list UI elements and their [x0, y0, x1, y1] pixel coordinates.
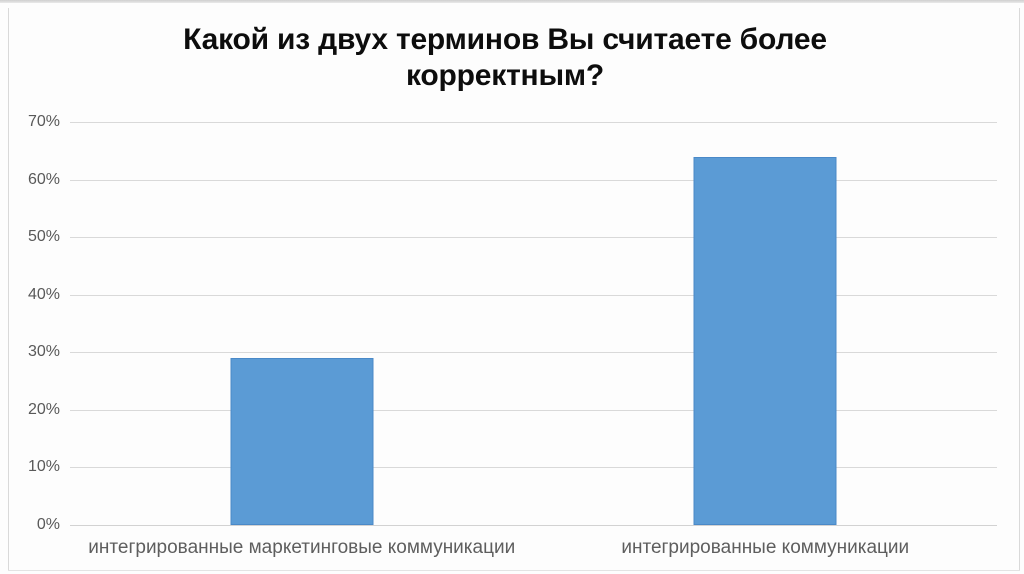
plot-area: [70, 122, 998, 526]
y-tick-label: 40%: [27, 285, 60, 303]
y-tick-label: 10%: [27, 458, 60, 476]
y-tick-label: 70%: [27, 113, 60, 130]
slide-frame-top: [0, 0, 1024, 3]
x-axis-baseline: [70, 525, 997, 526]
bar-1: [230, 358, 374, 525]
slide-frame-right: [1019, 8, 1020, 571]
y-tick-label: 20%: [27, 400, 60, 418]
slide-frame-bottom: [8, 570, 1020, 571]
bar-2: [693, 156, 837, 525]
chart-title: Какой из двух терминов Вы считаете более…: [183, 23, 827, 92]
category-label: интегрированные коммуникации: [621, 537, 910, 558]
y-tick-label: 0%: [36, 516, 60, 533]
bar-slot: [70, 122, 534, 525]
gridline: [70, 467, 997, 469]
y-tick-label: 50%: [27, 228, 60, 246]
category-label: интегрированные маркетинговые коммуникац…: [88, 537, 516, 558]
slide-frame-left: [8, 8, 9, 571]
y-tick-label: 60%: [27, 170, 60, 188]
gridline: [70, 122, 997, 123]
y-tick-label: 30%: [27, 343, 60, 361]
gridline: [70, 179, 997, 181]
gridline: [70, 294, 997, 296]
gridline: [70, 409, 997, 411]
gridline: [70, 237, 997, 239]
gridline: [70, 352, 997, 354]
bar-slot: [534, 122, 998, 525]
